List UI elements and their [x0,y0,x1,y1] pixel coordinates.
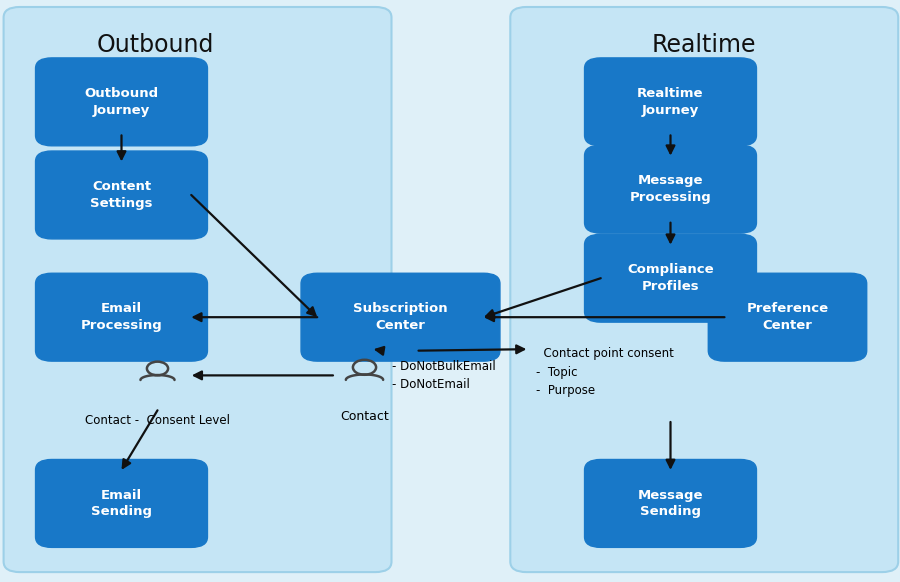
Text: Realtime
Journey: Realtime Journey [637,87,704,116]
Text: Message
Processing: Message Processing [630,175,711,204]
Text: - DoNotBulkEmail
- DoNotEmail: - DoNotBulkEmail - DoNotEmail [392,360,495,391]
FancyBboxPatch shape [36,151,207,239]
FancyBboxPatch shape [36,58,207,146]
Text: Email
Processing: Email Processing [81,303,162,332]
Text: Realtime: Realtime [652,33,757,58]
FancyBboxPatch shape [585,234,756,322]
Text: Outbound: Outbound [96,33,213,58]
Text: Contact point consent
-  Topic
-  Purpose: Contact point consent - Topic - Purpose [536,347,673,398]
Text: Content
Settings: Content Settings [90,180,153,210]
Text: Preference
Center: Preference Center [746,303,829,332]
Text: Email
Sending: Email Sending [91,489,152,518]
Text: Compliance
Profiles: Compliance Profiles [627,264,714,293]
Text: Contact -  Consent Level: Contact - Consent Level [85,414,230,427]
FancyBboxPatch shape [585,145,756,233]
FancyBboxPatch shape [4,7,392,572]
FancyBboxPatch shape [708,274,867,361]
Text: Message
Sending: Message Sending [638,489,703,518]
Text: Subscription
Center: Subscription Center [353,303,448,332]
FancyBboxPatch shape [36,460,207,547]
Text: Outbound
Journey: Outbound Journey [85,87,158,116]
FancyBboxPatch shape [36,274,207,361]
Text: Contact: Contact [340,410,389,423]
FancyBboxPatch shape [301,274,500,361]
FancyBboxPatch shape [585,460,756,547]
FancyBboxPatch shape [510,7,898,572]
FancyBboxPatch shape [585,58,756,146]
